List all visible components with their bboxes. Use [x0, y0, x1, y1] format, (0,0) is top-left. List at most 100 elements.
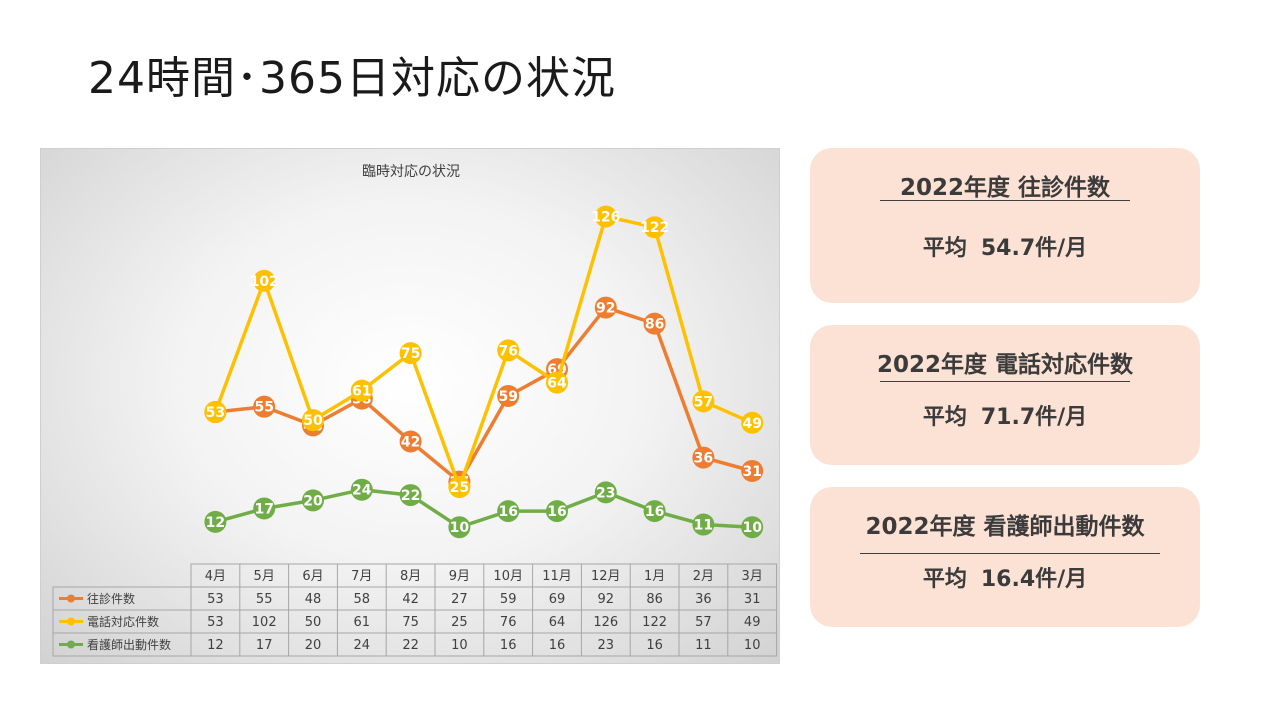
table-cell: 25	[451, 615, 468, 630]
tick-label: 1月	[644, 569, 665, 584]
data-point	[302, 409, 324, 432]
data-point	[497, 339, 520, 362]
card-house-calls: 2022年度 往診件数 平均 54.7件/月	[810, 148, 1200, 303]
chart-panel: 臨時対応の状況 53 55 48 58 42 27 59 69 92 86 36 31 53 102 50 61…	[40, 148, 780, 664]
card-phone-calls: 2022年度 電話対応件数 平均 71.7件/月	[810, 325, 1200, 465]
tick-label: 12月	[591, 569, 621, 584]
table-cell: 86	[646, 592, 663, 607]
data-point	[692, 390, 715, 413]
data-point	[546, 500, 568, 523]
chart-title: 臨時対応の状況	[362, 164, 460, 180]
data-label: 22	[401, 488, 420, 504]
table-cell: 69	[549, 592, 566, 607]
data-point	[350, 379, 373, 402]
data-point	[399, 484, 422, 507]
table-cell: 92	[598, 592, 615, 607]
table-cell: 12	[207, 638, 224, 653]
data-label: 17	[254, 501, 273, 517]
table-cell: 58	[354, 592, 371, 607]
data-label: 75	[401, 346, 420, 362]
data-label: 16	[645, 504, 664, 520]
data-label: 53	[206, 405, 225, 421]
series-line	[215, 305, 753, 484]
table-cell: 23	[598, 638, 615, 653]
average-label: 平均	[922, 405, 967, 430]
series-line	[213, 214, 753, 489]
legend-marker	[67, 617, 75, 626]
table-cell: 122	[642, 615, 667, 630]
data-point	[692, 446, 715, 469]
table-cell: 17	[256, 638, 273, 653]
data-label: 49	[742, 416, 761, 432]
table-cell: 55	[256, 592, 273, 607]
legend-label: 看護師出動件数	[87, 637, 171, 652]
table-cell: 27	[451, 592, 468, 607]
data-label: 50	[303, 413, 323, 429]
card-nurse-dispatch: 2022年度 看護師出動件数 平均 16.4件/月	[810, 487, 1200, 627]
table-cell: 102	[252, 615, 277, 630]
tick-label: 4月	[205, 569, 226, 584]
data-label: 61	[352, 384, 371, 400]
data-point	[204, 510, 227, 533]
table-cell: 59	[500, 592, 517, 607]
data-label: 16	[498, 504, 517, 520]
data-label: 25	[450, 480, 469, 496]
card-heading: 2022年度 往診件数	[899, 175, 1111, 201]
legend-marker	[67, 640, 75, 649]
data-label: 36	[694, 451, 713, 467]
data-label: 86	[645, 317, 664, 333]
tick-label: 6月	[302, 569, 323, 584]
table-cell: 24	[354, 638, 371, 653]
average-value: 16.4件/月	[980, 567, 1088, 592]
table-cell: 16	[549, 638, 566, 653]
data-label: 55	[254, 400, 273, 416]
table-cell: 11	[695, 638, 712, 653]
data-point	[643, 216, 666, 239]
data-label: 16	[547, 504, 566, 520]
data-label: 122	[640, 220, 669, 236]
card-underline	[860, 553, 1160, 554]
data-point	[350, 478, 373, 501]
data-point	[741, 411, 764, 434]
data-label: 24	[352, 483, 372, 499]
data-point	[448, 476, 471, 499]
tick-label: 11月	[542, 569, 572, 584]
table-cell: 10	[744, 638, 761, 653]
data-label: 11	[694, 518, 713, 534]
data-point	[741, 516, 764, 539]
tick-label: 3月	[742, 569, 763, 584]
data-label: 12	[206, 515, 225, 531]
page-title: 24時間･365日対応の状況	[88, 53, 616, 104]
data-point	[497, 500, 520, 523]
average-label: 平均	[922, 567, 967, 592]
data-label: 10	[450, 520, 470, 536]
table-cell: 61	[354, 615, 371, 630]
table-cell: 22	[402, 638, 419, 653]
data-point	[594, 205, 617, 228]
card-heading: 2022年度 看護師出動件数	[865, 514, 1145, 540]
table-cell: 75	[402, 615, 419, 630]
legend-label: 往診件数	[87, 591, 135, 606]
average-label: 平均	[922, 236, 967, 261]
data-point	[692, 513, 715, 536]
data-point	[204, 401, 227, 424]
card-average: 平均 71.7件/月	[810, 399, 1200, 431]
table-cell: 57	[695, 615, 712, 630]
data-point	[399, 342, 422, 365]
table-cell: 20	[305, 638, 322, 653]
table-cell: 49	[744, 615, 761, 630]
data-point	[643, 500, 666, 523]
data-point	[643, 312, 666, 335]
table-cell: 31	[744, 592, 761, 607]
table-cell: 53	[207, 615, 224, 630]
legend-label: 電話対応件数	[87, 614, 159, 629]
tick-label: 7月	[351, 569, 372, 584]
data-label: 59	[498, 389, 517, 405]
data-label: 42	[401, 435, 420, 451]
average-value: 71.7件/月	[980, 405, 1088, 430]
data-point	[546, 371, 568, 394]
data-label: 10	[742, 520, 762, 536]
data-point	[253, 395, 276, 418]
table-cell: 126	[593, 615, 618, 630]
data-point	[497, 384, 520, 407]
